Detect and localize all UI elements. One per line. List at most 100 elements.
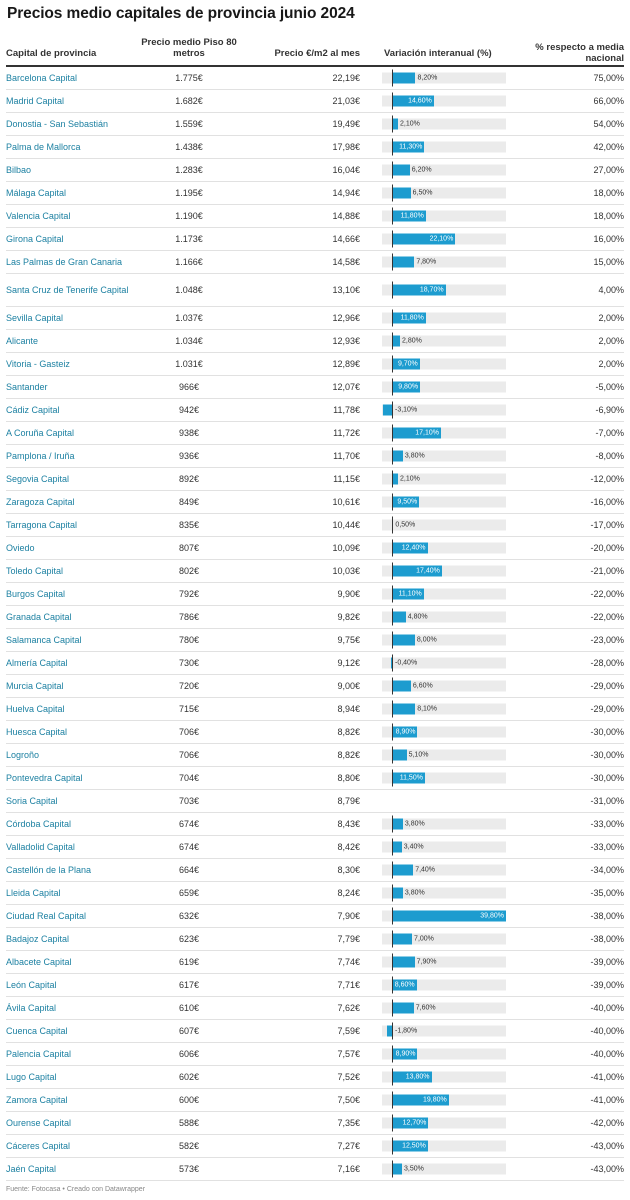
variation-label: 9,70%	[397, 360, 418, 368]
table-row: Ourense Capital 588€ 7,35€ -42,00% 12,70%	[6, 1112, 624, 1135]
pct-national: 4,00%	[598, 285, 624, 295]
city-link[interactable]: Salamanca Capital	[6, 634, 82, 645]
pct-national: -39,00%	[590, 980, 624, 990]
variation-label: 5,10%	[408, 751, 429, 759]
header-pct-line2: nacional	[585, 53, 624, 64]
pct-national: -23,00%	[590, 635, 624, 645]
city-link[interactable]: Murcia Capital	[6, 680, 64, 691]
city-link[interactable]: Alicante	[6, 335, 39, 346]
variation-bar-track: 11,30%	[382, 138, 506, 156]
table-row: Toledo Capital 802€ 10,03€ -21,00% 17,40%	[6, 560, 624, 583]
variation-bar-track: 11,80%	[382, 309, 506, 327]
city-link[interactable]: Barcelona Capital	[6, 72, 78, 83]
city-link[interactable]: Ciudad Real Capital	[6, 910, 87, 921]
price-80m: 1.031€	[175, 359, 203, 369]
header-price-m2[interactable]: Precio €/m2 al mes	[274, 48, 360, 59]
variation-bar-track: 6,50%	[382, 184, 506, 202]
price-80m: 1.048€	[175, 285, 203, 295]
pct-national: -41,00%	[590, 1072, 624, 1082]
price-m2: 7,35€	[337, 1118, 360, 1128]
city-link[interactable]: Toledo Capital	[6, 565, 64, 576]
city-link[interactable]: Girona Capital	[6, 233, 64, 244]
price-80m: 780€	[178, 635, 200, 645]
city-link[interactable]: Donostia - San Sebastián	[6, 118, 109, 129]
header-pct-national[interactable]: % respecto a media nacional	[526, 42, 624, 64]
city-link[interactable]: Pontevedra Capital	[6, 772, 83, 783]
footer-source: Fuente: Fotocasa • Creado con Datawrappe…	[6, 1186, 146, 1193]
city-link[interactable]: Madrid Capital	[6, 95, 65, 106]
table-row: Burgos Capital 792€ 9,90€ -22,00% 11,10%	[6, 583, 624, 606]
variation-label: 3,50%	[404, 1165, 424, 1173]
city-link[interactable]: Palencia Capital	[6, 1048, 72, 1059]
city-link[interactable]: Almería Capital	[6, 657, 68, 668]
city-link[interactable]: Huesca Capital	[6, 726, 68, 737]
zero-line	[392, 608, 393, 626]
city-link[interactable]: Ávila Capital	[6, 1002, 57, 1013]
city-link[interactable]: Lugo Capital	[6, 1071, 57, 1082]
pct-national: 42,00%	[593, 142, 624, 152]
variation-label: 14,60%	[408, 97, 432, 105]
variation-bar	[392, 1140, 428, 1152]
variation-label: 8,60%	[394, 981, 415, 989]
city-link[interactable]: Zaragoza Capital	[6, 496, 75, 507]
city-link[interactable]: Pamplona / Iruña	[6, 450, 75, 461]
zero-line	[392, 378, 393, 396]
table-row: Córdoba Capital 674€ 8,43€ -33,00% 3,80%	[6, 813, 624, 836]
city-link[interactable]: León Capital	[6, 979, 57, 990]
city-link[interactable]: Burgos Capital	[6, 588, 66, 599]
city-link[interactable]: Cáceres Capital	[6, 1140, 71, 1151]
city-link[interactable]: Palma de Mallorca	[6, 141, 81, 152]
city-link[interactable]: Logroño	[6, 749, 40, 760]
price-m2: 10,03€	[332, 566, 360, 576]
city-link[interactable]: Bilbao	[6, 164, 32, 175]
city-link[interactable]: Cuenca Capital	[6, 1025, 68, 1036]
city-link[interactable]: Las Palmas de Gran Canaria	[6, 256, 123, 267]
city-link[interactable]: Málaga Capital	[6, 187, 67, 198]
city-link[interactable]: Albacete Capital	[6, 956, 72, 967]
city-link[interactable]: Huelva Capital	[6, 703, 65, 714]
header-city[interactable]: Capital de provincia	[6, 48, 97, 59]
price-80m: 1.438€	[175, 142, 203, 152]
city-link[interactable]: Zamora Capital	[6, 1094, 68, 1105]
city-link[interactable]: Sevilla Capital	[6, 312, 64, 323]
city-link[interactable]: Castellón de la Plana	[6, 864, 92, 875]
variation-bar	[392, 565, 442, 577]
city-link[interactable]: Vitoria - Gasteiz	[6, 358, 70, 369]
variation-bar	[392, 588, 424, 600]
variation-label: 11,80%	[400, 314, 424, 322]
variation-label: 8,00%	[416, 636, 437, 644]
variation-bar	[392, 164, 410, 176]
city-link[interactable]: Santa Cruz de Tenerife Capital	[6, 284, 129, 295]
price-80m: 792€	[178, 589, 200, 599]
city-link[interactable]: Granada Capital	[6, 611, 72, 622]
city-link[interactable]: Tarragona Capital	[6, 519, 78, 530]
pct-national: -42,00%	[590, 1118, 624, 1128]
city-link[interactable]: Badajoz Capital	[6, 933, 70, 944]
table-row: Zamora Capital 600€ 7,50€ -41,00% 19,80%	[6, 1089, 624, 1112]
city-link[interactable]: Santander	[6, 381, 48, 392]
city-link[interactable]: A Coruña Capital	[6, 427, 75, 438]
pct-national: -40,00%	[590, 1003, 624, 1013]
price-80m: 610€	[178, 1003, 200, 1013]
city-link[interactable]: Oviedo	[6, 542, 35, 553]
price-m2: 12,93€	[332, 336, 360, 346]
city-link[interactable]: Valencia Capital	[6, 210, 71, 221]
header-variation[interactable]: Variación interanual (%)	[384, 48, 492, 59]
zero-line	[392, 115, 393, 133]
city-link[interactable]: Soria Capital	[6, 795, 58, 806]
variation-bar-track: 12,50%	[382, 1137, 506, 1155]
city-link[interactable]: Valladolid Capital	[6, 841, 75, 852]
header-price-80m[interactable]: Precio medio Piso 80 metros	[134, 37, 244, 59]
city-link[interactable]: Segovia Capital	[6, 473, 70, 484]
table-row: Las Palmas de Gran Canaria 1.166€ 14,58€ 15…	[6, 251, 624, 274]
city-link[interactable]: Ourense Capital	[6, 1117, 72, 1128]
city-link[interactable]: Lleida Capital	[6, 887, 61, 898]
variation-bar-track: 8,90%	[382, 723, 506, 741]
city-link[interactable]: Jaén Capital	[6, 1163, 57, 1174]
zero-line	[392, 723, 393, 741]
price-m2: 21,03€	[332, 96, 360, 106]
variation-bar-track: -3,10%	[382, 401, 506, 419]
table-row: Logroño 706€ 8,82€ -30,00% 5,10%	[6, 744, 624, 767]
city-link[interactable]: Cádiz Capital	[6, 404, 60, 415]
city-link[interactable]: Córdoba Capital	[6, 818, 72, 829]
